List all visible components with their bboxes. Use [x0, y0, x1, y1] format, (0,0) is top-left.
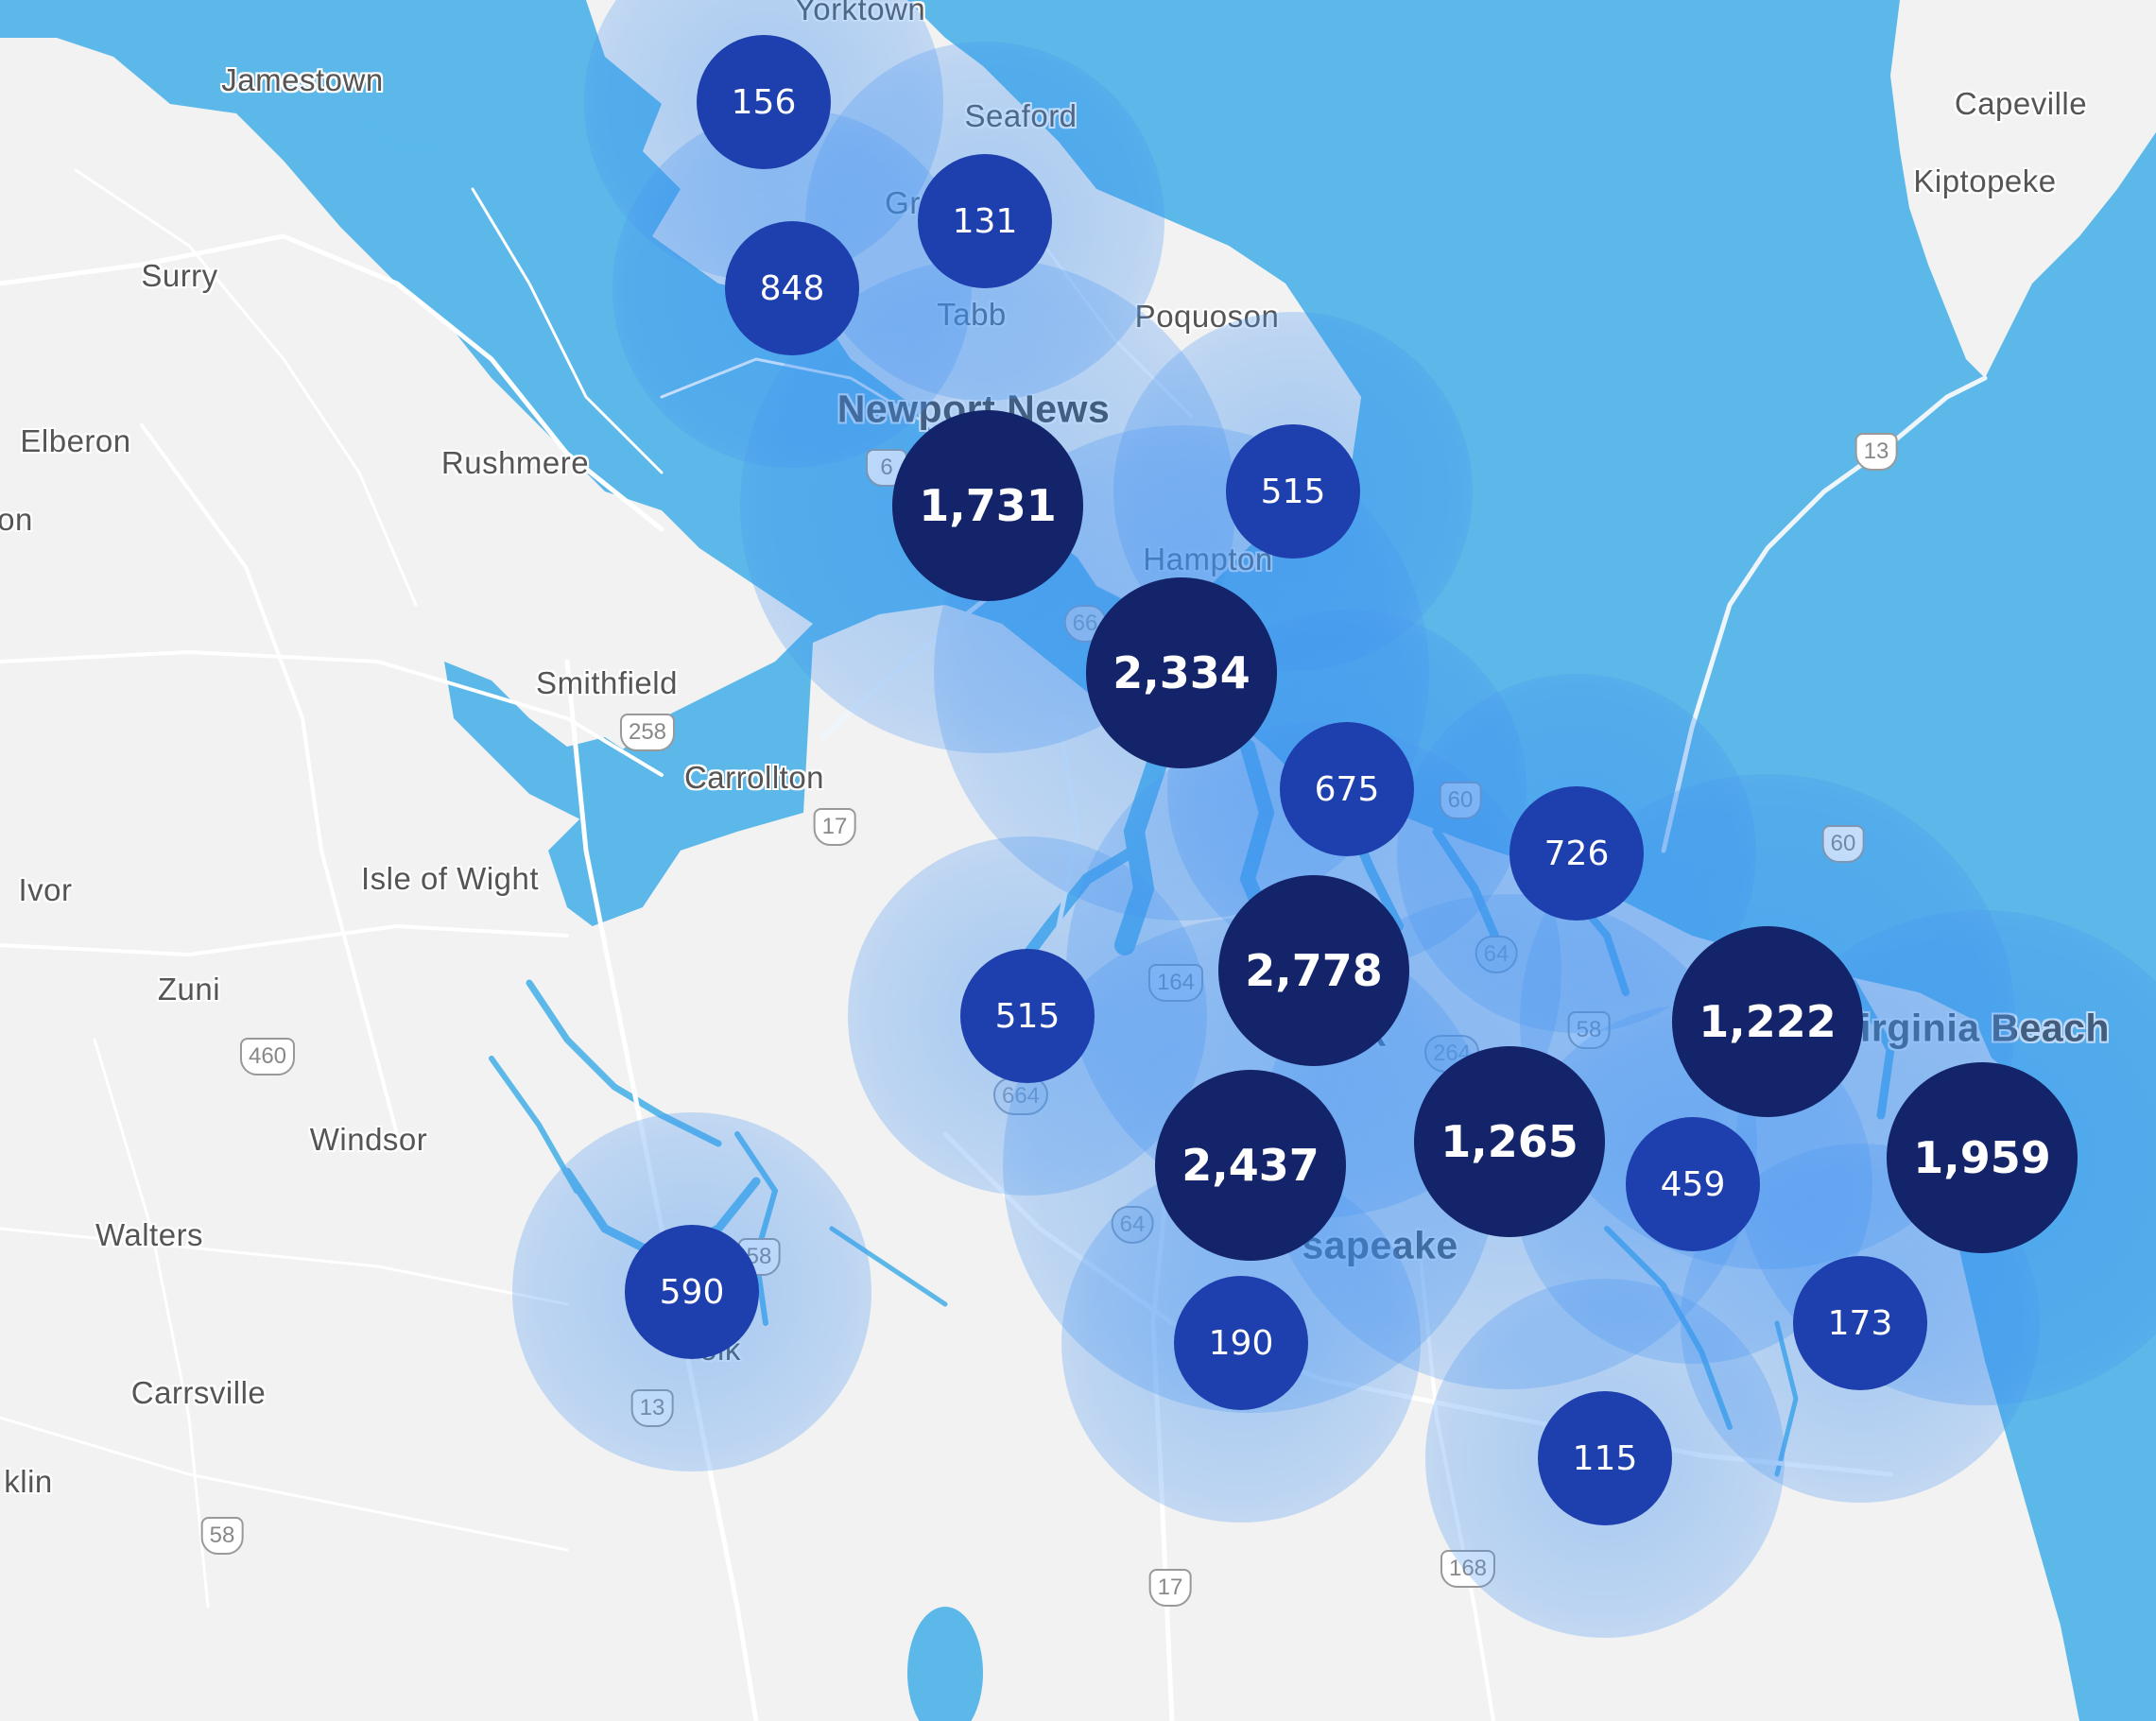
place-label: on: [0, 502, 33, 537]
cluster-marker[interactable]: 1,222: [1672, 926, 1863, 1117]
route-shield: 64: [1111, 1206, 1154, 1244]
place-label: sapeake: [1302, 1224, 1457, 1268]
route-shield: 13: [630, 1389, 674, 1427]
cluster-marker[interactable]: 156: [697, 35, 831, 169]
lake: [907, 1607, 983, 1721]
cluster-marker[interactable]: 173: [1793, 1256, 1927, 1390]
place-label: Surry: [141, 258, 218, 293]
route-shield: 66: [1063, 605, 1107, 643]
place-label: Elberon: [20, 423, 131, 458]
place-label: Tabb: [937, 297, 1007, 333]
place-label: Zuni: [157, 972, 221, 1007]
cluster-marker[interactable]: 675: [1280, 722, 1414, 856]
place-label: Rushmere: [440, 445, 590, 480]
route-shield: 258: [619, 714, 676, 751]
place-label: klin: [4, 1464, 53, 1499]
place-label: Hampton: [1143, 542, 1272, 577]
place-label: Carrsville: [130, 1375, 267, 1410]
place-label: Gr: [885, 185, 921, 221]
cluster-marker[interactable]: 2,437: [1155, 1070, 1346, 1261]
cluster-marker[interactable]: 190: [1174, 1276, 1308, 1410]
cluster-marker[interactable]: 1,265: [1414, 1046, 1605, 1237]
place-label: Windsor: [309, 1122, 428, 1157]
cluster-marker[interactable]: 459: [1626, 1117, 1760, 1251]
route-shield: 664: [992, 1077, 1049, 1115]
cluster-marker[interactable]: 2,334: [1086, 577, 1277, 768]
cluster-marker[interactable]: 515: [960, 949, 1095, 1083]
route-shield: 60: [1821, 825, 1865, 863]
cluster-marker[interactable]: 1,959: [1887, 1062, 2078, 1253]
eastern-shore-land: [1890, 0, 2156, 378]
place-label: Yorktown: [795, 0, 926, 27]
place-label: Ivor: [18, 872, 73, 907]
cluster-marker[interactable]: 848: [725, 221, 859, 355]
place-label: Isle of Wight: [360, 861, 540, 896]
cluster-marker[interactable]: 115: [1538, 1391, 1672, 1525]
route-shield: 58: [1567, 1011, 1611, 1049]
cluster-marker[interactable]: 1,731: [892, 410, 1083, 601]
route-shield: 17: [1148, 1569, 1192, 1607]
route-shield: 168: [1440, 1550, 1496, 1588]
place-label: Kiptopeke: [1913, 163, 2057, 198]
route-shield: 64: [1475, 936, 1518, 973]
route-shield: 58: [200, 1517, 244, 1555]
cluster-marker[interactable]: 515: [1226, 424, 1360, 559]
cluster-marker[interactable]: 726: [1509, 786, 1644, 921]
place-label: Capeville: [1954, 86, 2088, 121]
route-shield: 60: [1439, 782, 1482, 819]
route-shield: 460: [239, 1038, 296, 1076]
route-shield: 17: [813, 808, 856, 846]
cluster-marker[interactable]: 131: [918, 154, 1052, 288]
cluster-marker[interactable]: 590: [625, 1225, 759, 1359]
place-label: Smithfield: [536, 665, 678, 700]
route-shield: 164: [1147, 964, 1204, 1002]
place-label: Jamestown: [221, 62, 384, 97]
place-label: Seaford: [964, 98, 1077, 134]
cluster-marker[interactable]: 2,778: [1218, 875, 1409, 1066]
place-label: Carrollton: [683, 760, 825, 795]
place-label: irginia Beach: [1860, 1007, 2110, 1051]
place-label: Walters: [95, 1217, 204, 1252]
route-shield: 13: [1854, 433, 1898, 471]
place-label: Poquoson: [1134, 299, 1280, 334]
